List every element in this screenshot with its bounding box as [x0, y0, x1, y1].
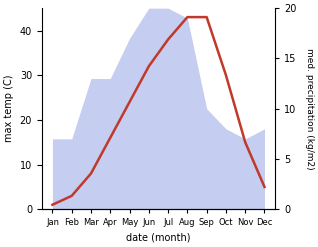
X-axis label: date (month): date (month) [126, 233, 191, 243]
Y-axis label: med. precipitation (kg/m2): med. precipitation (kg/m2) [305, 48, 314, 169]
Y-axis label: max temp (C): max temp (C) [4, 75, 14, 143]
